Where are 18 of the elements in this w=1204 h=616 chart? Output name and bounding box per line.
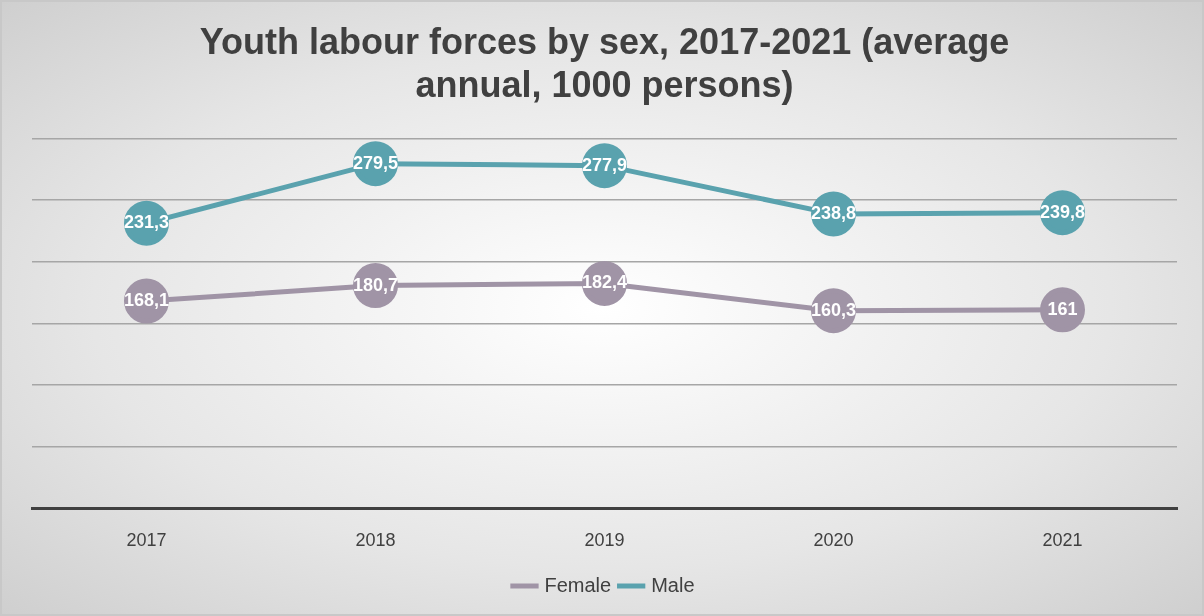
data-label: 277,9	[581, 154, 628, 175]
x-tick-label: 2017	[126, 530, 167, 551]
legend-label: Female	[544, 573, 612, 596]
data-label: 238,8	[810, 202, 857, 223]
legend-label: Male	[651, 573, 695, 596]
data-label: 239,8	[1039, 201, 1086, 222]
x-tick-label: 2020	[813, 530, 854, 551]
x-tick-label: 2018	[355, 530, 396, 551]
data-label: 279,5	[352, 152, 399, 173]
data-label: 231,3	[123, 212, 170, 233]
data-label: 182,4	[581, 272, 628, 293]
x-tick-label: 2021	[1042, 530, 1083, 551]
data-label: 161	[1047, 298, 1078, 319]
x-tick-label: 2019	[584, 530, 625, 551]
chart-title: Youth labour forces by sex, 2017-2021 (average annual, 1000 persons)	[199, 20, 1010, 105]
data-label: 160,3	[810, 299, 857, 320]
data-label: 180,7	[352, 274, 399, 295]
data-label: 168,1	[123, 290, 170, 311]
